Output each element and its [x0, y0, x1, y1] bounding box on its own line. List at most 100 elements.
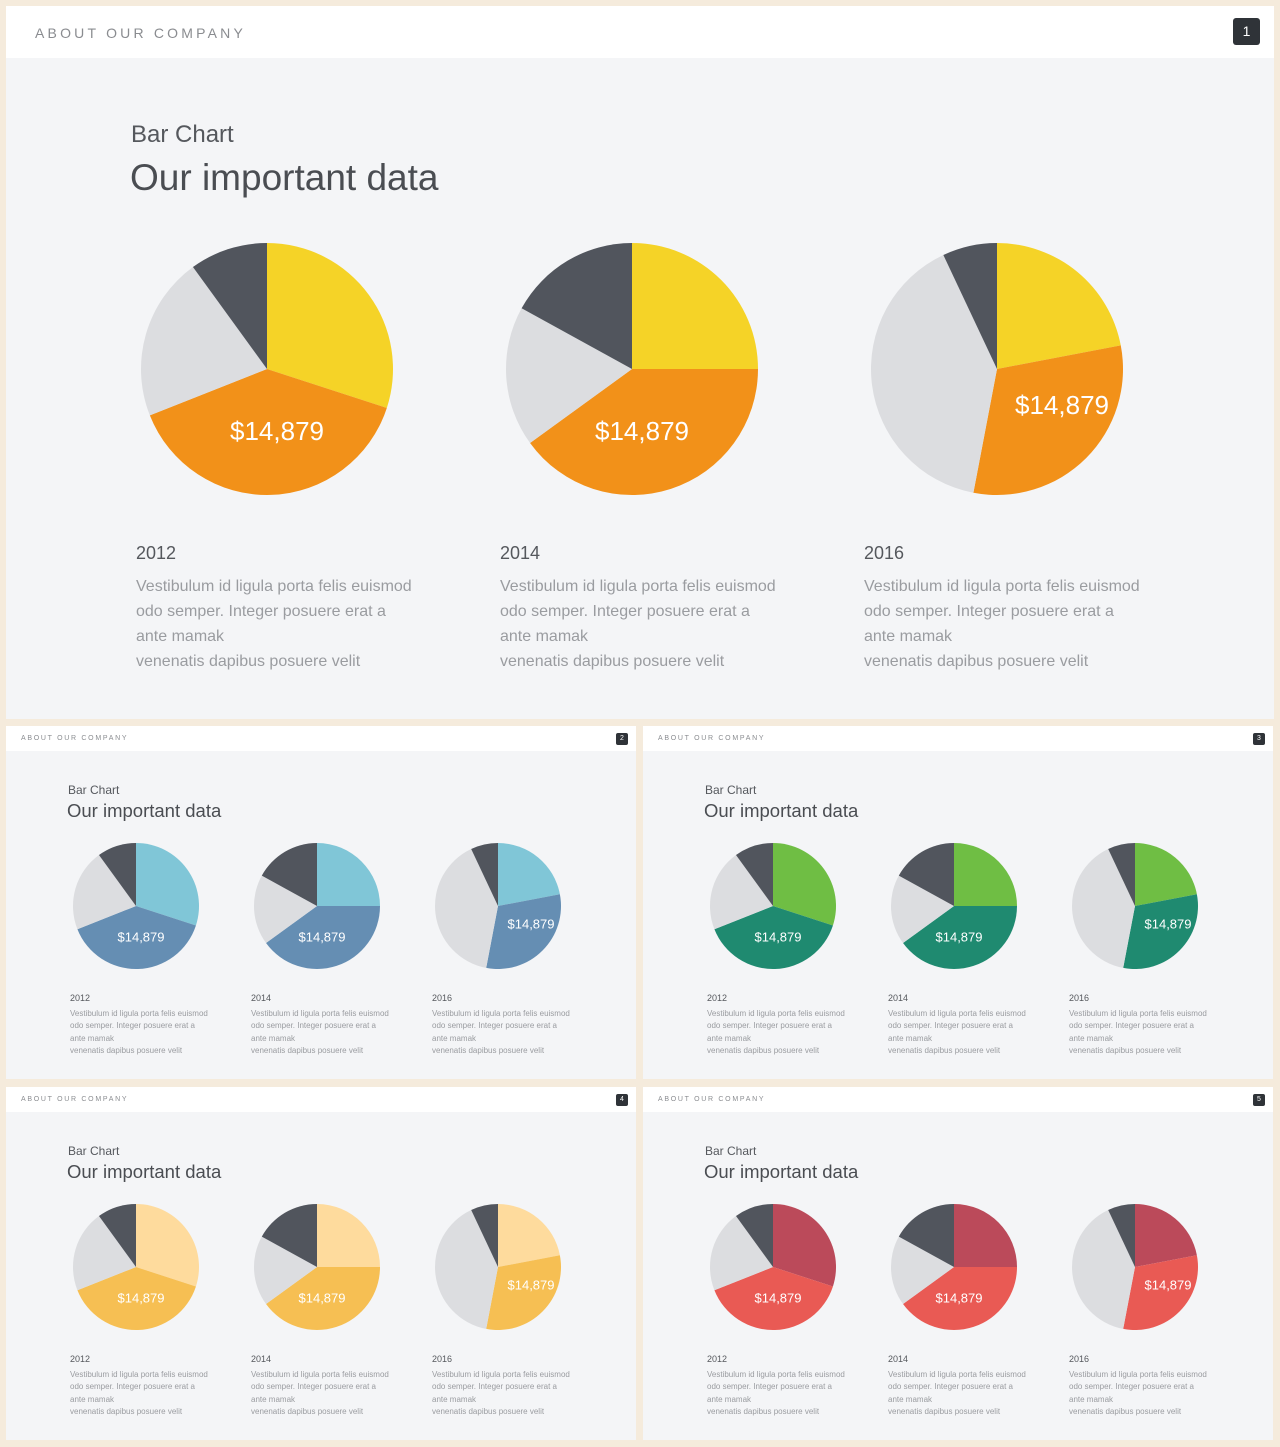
description-line: Vestibulum id ligula porta felis euismod — [864, 578, 1140, 595]
description-line: Vestibulum id ligula porta felis euismod — [707, 1009, 845, 1018]
pie-slice-value — [149, 369, 387, 495]
description-line: ante mamak — [432, 1394, 477, 1404]
page-number-badge: 4 — [616, 1094, 628, 1106]
pie-value-label: $14,879 — [1145, 1277, 1192, 1292]
pie-slice-light — [890, 875, 954, 944]
pie-slice-light — [435, 1210, 498, 1329]
pie-slice-value — [77, 1267, 196, 1331]
description-line: ante mamak — [251, 1394, 296, 1404]
description-line: Vestibulum id ligula porta felis euismod — [70, 1009, 208, 1018]
pie-slice-value — [486, 894, 561, 969]
year-label: 2014 — [251, 1354, 272, 1364]
pie-slice-main — [997, 243, 1121, 369]
description-line: venenatis dapibus posuere velit — [432, 1407, 545, 1417]
pie-chart-2016: $14,879 — [435, 1204, 561, 1330]
description-line: odo semper. Integer posuere erat a — [1069, 1382, 1194, 1392]
pie-chart-2014: $14,879 — [253, 843, 380, 970]
pie-slice-light — [72, 855, 136, 930]
pie-slice-light — [253, 1236, 317, 1305]
pie-chart-2016: $14,879 — [435, 843, 561, 969]
header-title: ABOUT OUR COMPANY — [658, 1096, 766, 1103]
pie-chart-2012: $14,879 — [709, 843, 837, 970]
description-line: venenatis dapibus posuere velit — [500, 653, 725, 670]
year-label: 2016 — [432, 1354, 453, 1364]
year-label: 2012 — [136, 543, 177, 563]
pie-chart-2014: $14,879 — [890, 843, 1017, 970]
slide-title: Our important data — [67, 800, 222, 821]
pie-slice-main — [1135, 1204, 1197, 1267]
year-label: 2016 — [1069, 1354, 1090, 1364]
description-line: ante mamak — [864, 628, 953, 645]
pie-slice-value — [714, 1267, 833, 1331]
description-line: Vestibulum id ligula porta felis euismod — [1069, 1370, 1207, 1379]
page-number-badge: 3 — [1253, 733, 1265, 745]
year-label: 2016 — [1069, 993, 1090, 1003]
description-line: venenatis dapibus posuere velit — [251, 1407, 364, 1417]
pie-slice-dark — [98, 843, 136, 906]
pie-slice-value — [530, 369, 758, 496]
pie-chart-2012: $14,879 — [72, 843, 200, 970]
pie-slice-main — [498, 843, 560, 906]
pie-slice-main — [1135, 843, 1197, 906]
slide-title: Our important data — [704, 1161, 859, 1182]
description-line: odo semper. Integer posuere erat a — [864, 603, 1114, 620]
pie-chart-2016: $14,879 — [1072, 843, 1198, 969]
pie-value-label: $14,879 — [299, 1290, 346, 1305]
year-label: 2014 — [888, 1354, 909, 1364]
description-line: Vestibulum id ligula porta felis euismod — [432, 1370, 570, 1379]
header-title: ABOUT OUR COMPANY — [21, 735, 129, 742]
slide-header: ABOUT OUR COMPANY 1 — [6, 6, 1274, 58]
description-line: ante mamak — [707, 1033, 752, 1043]
description-line: odo semper. Integer posuere erat a — [707, 1382, 832, 1392]
description-line: odo semper. Integer posuere erat a — [888, 1382, 1013, 1392]
pie-value-label: $14,879 — [755, 929, 802, 944]
description-line: venenatis dapibus posuere velit — [251, 1046, 364, 1056]
slide-4[interactable]: ABOUT OUR COMPANY 4 Bar Chart Our import… — [6, 1087, 636, 1440]
pie-slice-light — [253, 875, 317, 944]
slide-subtitle: Bar Chart — [68, 783, 120, 797]
description-line: Vestibulum id ligula porta felis euismod — [251, 1009, 389, 1018]
pie-slice-value — [1123, 1255, 1198, 1330]
year-description: Vestibulum id ligula porta felis euismod… — [432, 1008, 570, 1058]
slide-5[interactable]: ABOUT OUR COMPANY 5 Bar Chart Our import… — [643, 1087, 1273, 1440]
pie-slice-main — [773, 843, 837, 926]
pie-value-label: $14,879 — [755, 1290, 802, 1305]
description-line: venenatis dapibus posuere velit — [70, 1046, 183, 1056]
pie-slice-dark — [898, 1204, 954, 1267]
pie-slice-main — [632, 243, 758, 369]
year-description: Vestibulum id ligula porta felis euismod… — [500, 574, 776, 674]
pie-chart-2014: $14,879 — [506, 243, 758, 496]
page-number-badge: 1 — [1233, 18, 1260, 45]
description-line: odo semper. Integer posuere erat a — [70, 1382, 195, 1392]
description-line: odo semper. Integer posuere erat a — [432, 1382, 557, 1392]
description-line: Vestibulum id ligula porta felis euismod — [432, 1009, 570, 1018]
year-label: 2014 — [888, 993, 909, 1003]
pie-value-label: $14,879 — [118, 929, 165, 944]
description-line: Vestibulum id ligula porta felis euismod — [888, 1009, 1026, 1018]
pie-slice-light — [506, 308, 632, 444]
description-line: Vestibulum id ligula porta felis euismod — [136, 578, 412, 595]
pie-slice-dark — [735, 1204, 773, 1267]
description-line: ante mamak — [888, 1033, 933, 1043]
pie-value-label: $14,879 — [299, 929, 346, 944]
slide-header: ABOUT OUR COMPANY 5 — [643, 1087, 1273, 1112]
pie-slice-main — [773, 1204, 837, 1287]
pie-slice-light — [435, 849, 498, 968]
pie-slice-light — [1072, 849, 1135, 968]
description-line: Vestibulum id ligula porta felis euismod — [707, 1370, 845, 1379]
pie-slice-dark — [471, 843, 498, 906]
description-line: odo semper. Integer posuere erat a — [432, 1021, 557, 1031]
slide-2[interactable]: ABOUT OUR COMPANY 2 Bar Chart Our import… — [6, 726, 636, 1079]
slide-header: ABOUT OUR COMPANY 3 — [643, 726, 1273, 751]
page-number-badge: 2 — [616, 733, 628, 745]
header-title: ABOUT OUR COMPANY — [21, 1096, 129, 1103]
year-label: 2016 — [864, 543, 905, 563]
pie-slice-dark — [261, 843, 317, 906]
slide-3[interactable]: ABOUT OUR COMPANY 3 Bar Chart Our import… — [643, 726, 1273, 1079]
pie-slice-value — [266, 1267, 380, 1331]
pie-value-label: $14,879 — [1145, 916, 1192, 931]
description-line: Vestibulum id ligula porta felis euismod — [1069, 1009, 1207, 1018]
description-line: odo semper. Integer posuere erat a — [500, 603, 750, 620]
slide-1[interactable]: ABOUT OUR COMPANY 1 Bar Chart Our import… — [6, 6, 1274, 719]
description-line: odo semper. Integer posuere erat a — [707, 1021, 832, 1031]
